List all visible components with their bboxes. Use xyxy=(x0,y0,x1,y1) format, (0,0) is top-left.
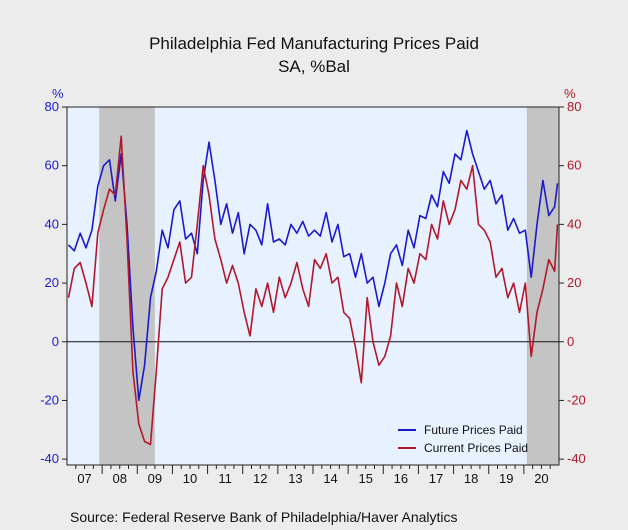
left-tick-label: -40 xyxy=(40,451,59,466)
left-axis: -40 -20 0 20 40 60 80 xyxy=(40,99,67,466)
chart-title: Philadelphia Fed Manufacturing Prices Pa… xyxy=(149,34,479,53)
right-tick-label: -40 xyxy=(567,451,586,466)
right-axis-unit: % xyxy=(564,86,576,101)
x-tick-label: 11 xyxy=(218,471,232,486)
left-tick-label: -20 xyxy=(40,392,59,407)
right-tick-label: 40 xyxy=(567,216,581,231)
x-tick-label: 08 xyxy=(112,471,126,486)
source-note: Source: Federal Reserve Bank of Philadel… xyxy=(70,509,458,525)
legend-label-current: Current Prices Paid xyxy=(424,441,528,455)
x-tick-label: 17 xyxy=(429,471,443,486)
legend-label-future: Future Prices Paid xyxy=(424,423,523,437)
x-tick-label: 09 xyxy=(148,471,162,486)
left-tick-label: 40 xyxy=(45,216,59,231)
right-tick-label: 80 xyxy=(567,99,581,114)
x-tick-label: 18 xyxy=(464,471,478,486)
x-tick-label: 20 xyxy=(534,471,548,486)
right-tick-label: 60 xyxy=(567,158,581,173)
right-tick-label: 0 xyxy=(567,334,574,349)
x-tick-label: 10 xyxy=(183,471,197,486)
left-tick-label: 0 xyxy=(52,334,59,349)
left-tick-label: 20 xyxy=(45,275,59,290)
left-tick-label: 60 xyxy=(45,158,59,173)
x-tick-label: 19 xyxy=(499,471,513,486)
x-tick-label: 16 xyxy=(394,471,408,486)
right-tick-label: -20 xyxy=(567,392,586,407)
x-tick-label: 15 xyxy=(358,471,372,486)
series-line-current xyxy=(67,135,559,446)
left-tick-label: 80 xyxy=(45,99,59,114)
chart-subtitle: SA, %Bal xyxy=(278,57,350,76)
x-axis: 07 08 09 10 11 12 13 14 15 16 17 18 19 20 xyxy=(75,465,551,486)
x-tick-label: 12 xyxy=(253,471,267,486)
x-tick-label: 14 xyxy=(323,471,337,486)
legend: Future Prices Paid Current Prices Paid xyxy=(398,423,528,455)
recession-shading xyxy=(99,107,559,465)
x-tick-label: 13 xyxy=(288,471,302,486)
series-lines xyxy=(67,129,559,446)
x-tick-label: 07 xyxy=(77,471,91,486)
left-axis-unit: % xyxy=(52,86,64,101)
series-line-future xyxy=(67,129,559,402)
right-tick-label: 20 xyxy=(567,275,581,290)
right-axis: -40 -20 0 20 40 60 80 xyxy=(559,99,586,466)
recession-band xyxy=(99,107,155,465)
